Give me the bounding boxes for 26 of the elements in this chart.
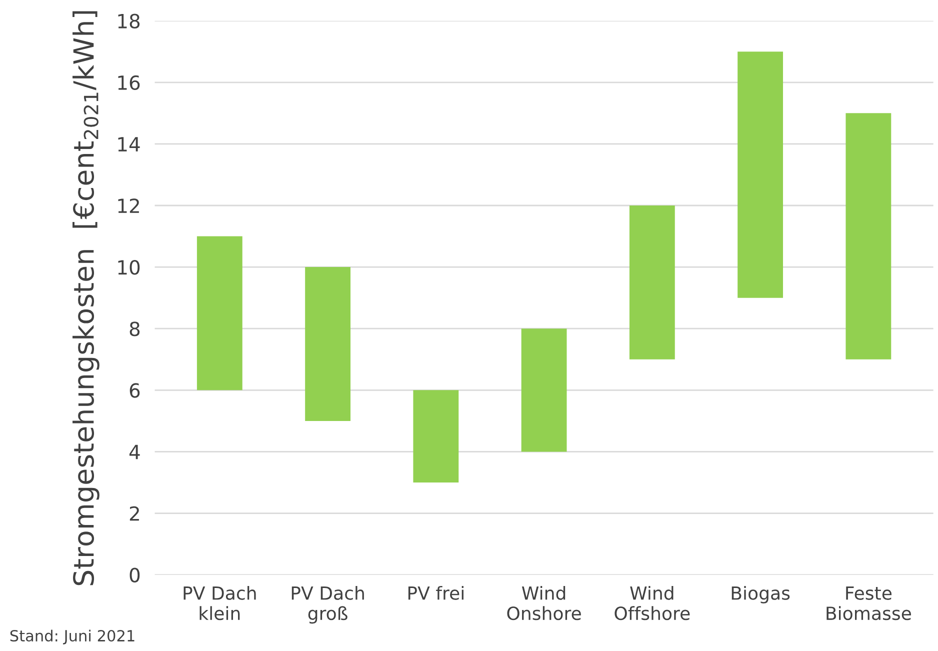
bar: [413, 390, 459, 482]
y-tick-label: 18: [118, 14, 140, 28]
y-tick-label: 12: [118, 198, 139, 213]
bar: [521, 328, 567, 452]
y-tick-label: 10: [118, 260, 140, 275]
bar: [738, 52, 784, 298]
y-tick-label: 4: [129, 444, 140, 460]
bar: [629, 206, 675, 360]
text: Stand: Juni 2021: [10, 630, 134, 644]
y-tick-label: 8: [130, 322, 140, 336]
bar: [305, 267, 350, 421]
y-axis-title: Stromgestehungskosten [€cent$_{2021}$/kWh]: [72, 11, 100, 586]
y-tick-label: 6: [130, 383, 140, 398]
x-tick-label: PV frei: [408, 586, 464, 600]
bar: [846, 113, 892, 360]
x-tick-label: PV Dach groß: [292, 586, 364, 624]
x-tick-label: PV Dach klein: [184, 586, 256, 620]
x-tick-label: Feste Biomasse: [826, 586, 911, 620]
x-tick-label: Wind Onshore: [507, 586, 581, 620]
y-tick-label: 16: [118, 75, 140, 90]
y-tick-label: 14: [118, 137, 140, 152]
x-tick-label: Wind Offshore: [614, 586, 690, 620]
y-tick-label: 0: [130, 568, 140, 582]
x-tick-label: Biogas: [732, 586, 790, 604]
y-tick-label: 2: [130, 506, 139, 521]
bar: [196, 236, 242, 390]
